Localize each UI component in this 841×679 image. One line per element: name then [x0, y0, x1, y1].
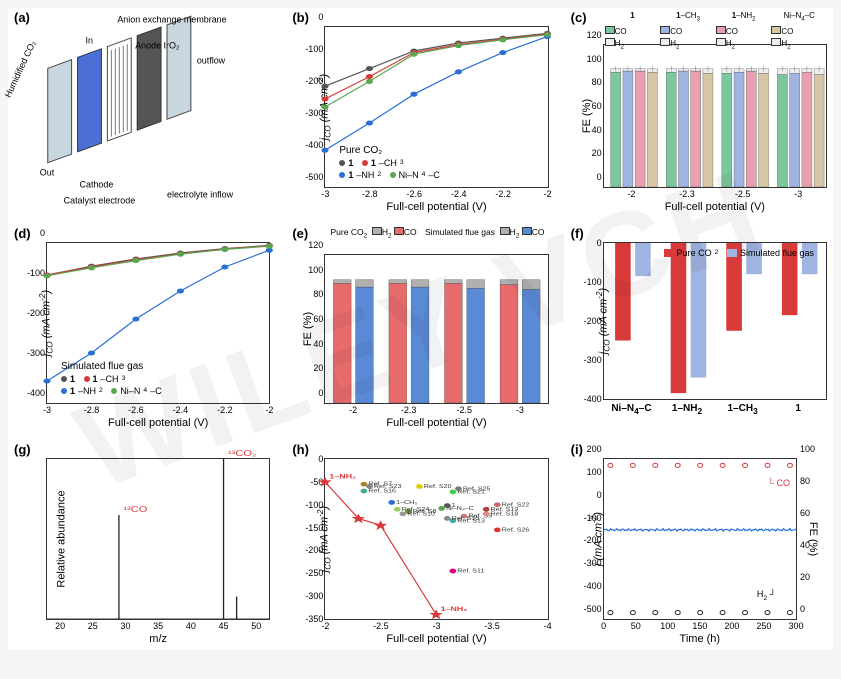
figure-grid: (a) [8, 8, 833, 650]
panel-h: (h) jCO (mA cm-2) Full-cell potential (V… [286, 440, 554, 650]
xlabel-h: Full-cell potential (V) [386, 633, 486, 645]
panel-label-i: (i) [571, 442, 583, 457]
chart-d: jCO (mA cm-2) Full-cell potential (V) -4… [46, 242, 270, 404]
svg-text:1–NH₂: 1–NH₂ [330, 473, 357, 480]
label-catalyst: Catalyst electrode [64, 195, 136, 205]
legend-f: Pure CO2 Simulated flue gas [664, 247, 820, 260]
panel-label-b: (b) [292, 10, 309, 25]
chart-h: jCO (mA cm-2) Full-cell potential (V) 0-… [324, 458, 548, 620]
svg-text:1–CH₃: 1–CH₃ [396, 500, 418, 506]
diagram-a: Anion exchange membrane In Anode IrO₂ ou… [8, 8, 276, 218]
label-cathode: Cathode [80, 180, 114, 190]
panel-e: (e) FE (%) Full-cell potential (V) 02040… [286, 224, 554, 434]
panel-label-d: (d) [14, 226, 31, 241]
svg-text:1: 1 [452, 503, 457, 509]
chart-f: jCO (mA cm-2) 0-100-200-300-400 Ni–N4–C1… [603, 242, 827, 400]
xlabel-g: m/z [149, 633, 167, 645]
legend-e: Pure CO2 H2 CO Simulated flue gas H2 CO [326, 226, 548, 243]
xlabel-c: Full-cell potential (V) [665, 201, 765, 213]
label-aem: Anion exchange membrane [117, 15, 226, 25]
label-anode: Anode IrO₂ [135, 40, 180, 50]
chart-c: FE (%) Full-cell potential (V) 020406080… [603, 44, 827, 188]
svg-text:Ref. S22: Ref. S22 [502, 502, 530, 508]
svg-text:Ref. S11: Ref. S11 [458, 568, 486, 574]
legend-title-d: Simulated flue gas [61, 361, 168, 373]
chart-e: FE (%) Full-cell potential (V) 020406080… [324, 254, 548, 404]
legend-i-h2: H2 ┘ [757, 588, 776, 605]
legend-b: Pure CO₂ 1 1–CH3 1–NH2 Ni–N4–C [339, 145, 446, 181]
panel-label-c: (c) [571, 10, 587, 25]
label-out: Out [40, 168, 55, 178]
panel-i: (i) j (mA cm-2) FE (%) Time (h) -500-400… [565, 440, 833, 650]
svg-text:Ref. S25: Ref. S25 [463, 486, 491, 492]
svg-text:Ref. S26: Ref. S26 [502, 527, 530, 533]
panel-d: (d) jCO (mA cm-2) Full-cell potential (V… [8, 224, 276, 434]
label-in: In [86, 35, 93, 45]
chart-b: jCO (mA cm-2) Full-cell potential (V) -5… [324, 26, 548, 188]
svg-text:Ref. S15: Ref. S15 [452, 516, 480, 522]
panel-f: (f) jCO (mA cm-2) 0-100-200-300-400 Ni–N… [565, 224, 833, 434]
svg-text:1–NH₂: 1–NH₂ [441, 605, 468, 612]
legend-d: Simulated flue gas 1 1–CH3 1–NH2 Ni–N4–C [61, 361, 168, 397]
panel-b: (b) jCO (mA cm-2) Full-cell potential (V… [286, 8, 554, 218]
xlabel-d: Full-cell potential (V) [108, 417, 208, 429]
panel-g: (g) Relative abundance m/z 2025303540455… [8, 440, 276, 650]
legend-c: 1 1–CH3 1–NH2 Ni–N4–C CO CO CO CO H2 H2 … [605, 10, 827, 53]
label-humidified: Humidified CO₂ [3, 38, 38, 99]
label-inflow: electrolyte inflow [167, 189, 234, 199]
svg-text:¹³CO: ¹³CO [123, 505, 148, 514]
svg-text:Ref. S24: Ref. S24 [402, 507, 430, 513]
panel-label-e: (e) [292, 226, 308, 241]
panel-label-g: (g) [14, 442, 31, 457]
svg-text:¹³CO₂: ¹³CO₂ [228, 449, 257, 458]
legend-title-b: Pure CO₂ [339, 145, 446, 157]
svg-text:Ref. S20: Ref. S20 [424, 484, 452, 490]
panel-label-f: (f) [571, 226, 584, 241]
chart-i: j (mA cm-2) FE (%) Time (h) -500-400-300… [603, 458, 797, 620]
xlabel-i: Time (h) [680, 633, 721, 645]
panel-label-h: (h) [292, 442, 309, 457]
svg-text:Ref. S23: Ref. S23 [374, 484, 402, 490]
chart-g: Relative abundance m/z 20253035404550 ¹³… [46, 458, 270, 620]
legend-i-co: └ CO [768, 477, 790, 489]
xlabel-b: Full-cell potential (V) [386, 201, 486, 213]
panel-a: (a) [8, 8, 276, 218]
label-outflow: outflow [197, 55, 226, 65]
panel-c: (c) FE (%) Full-cell potential (V) 02040… [565, 8, 833, 218]
svg-text:Ni–N₄–C: Ni–N₄–C [446, 506, 474, 512]
xlabel-e: Full-cell potential (V) [386, 417, 486, 429]
